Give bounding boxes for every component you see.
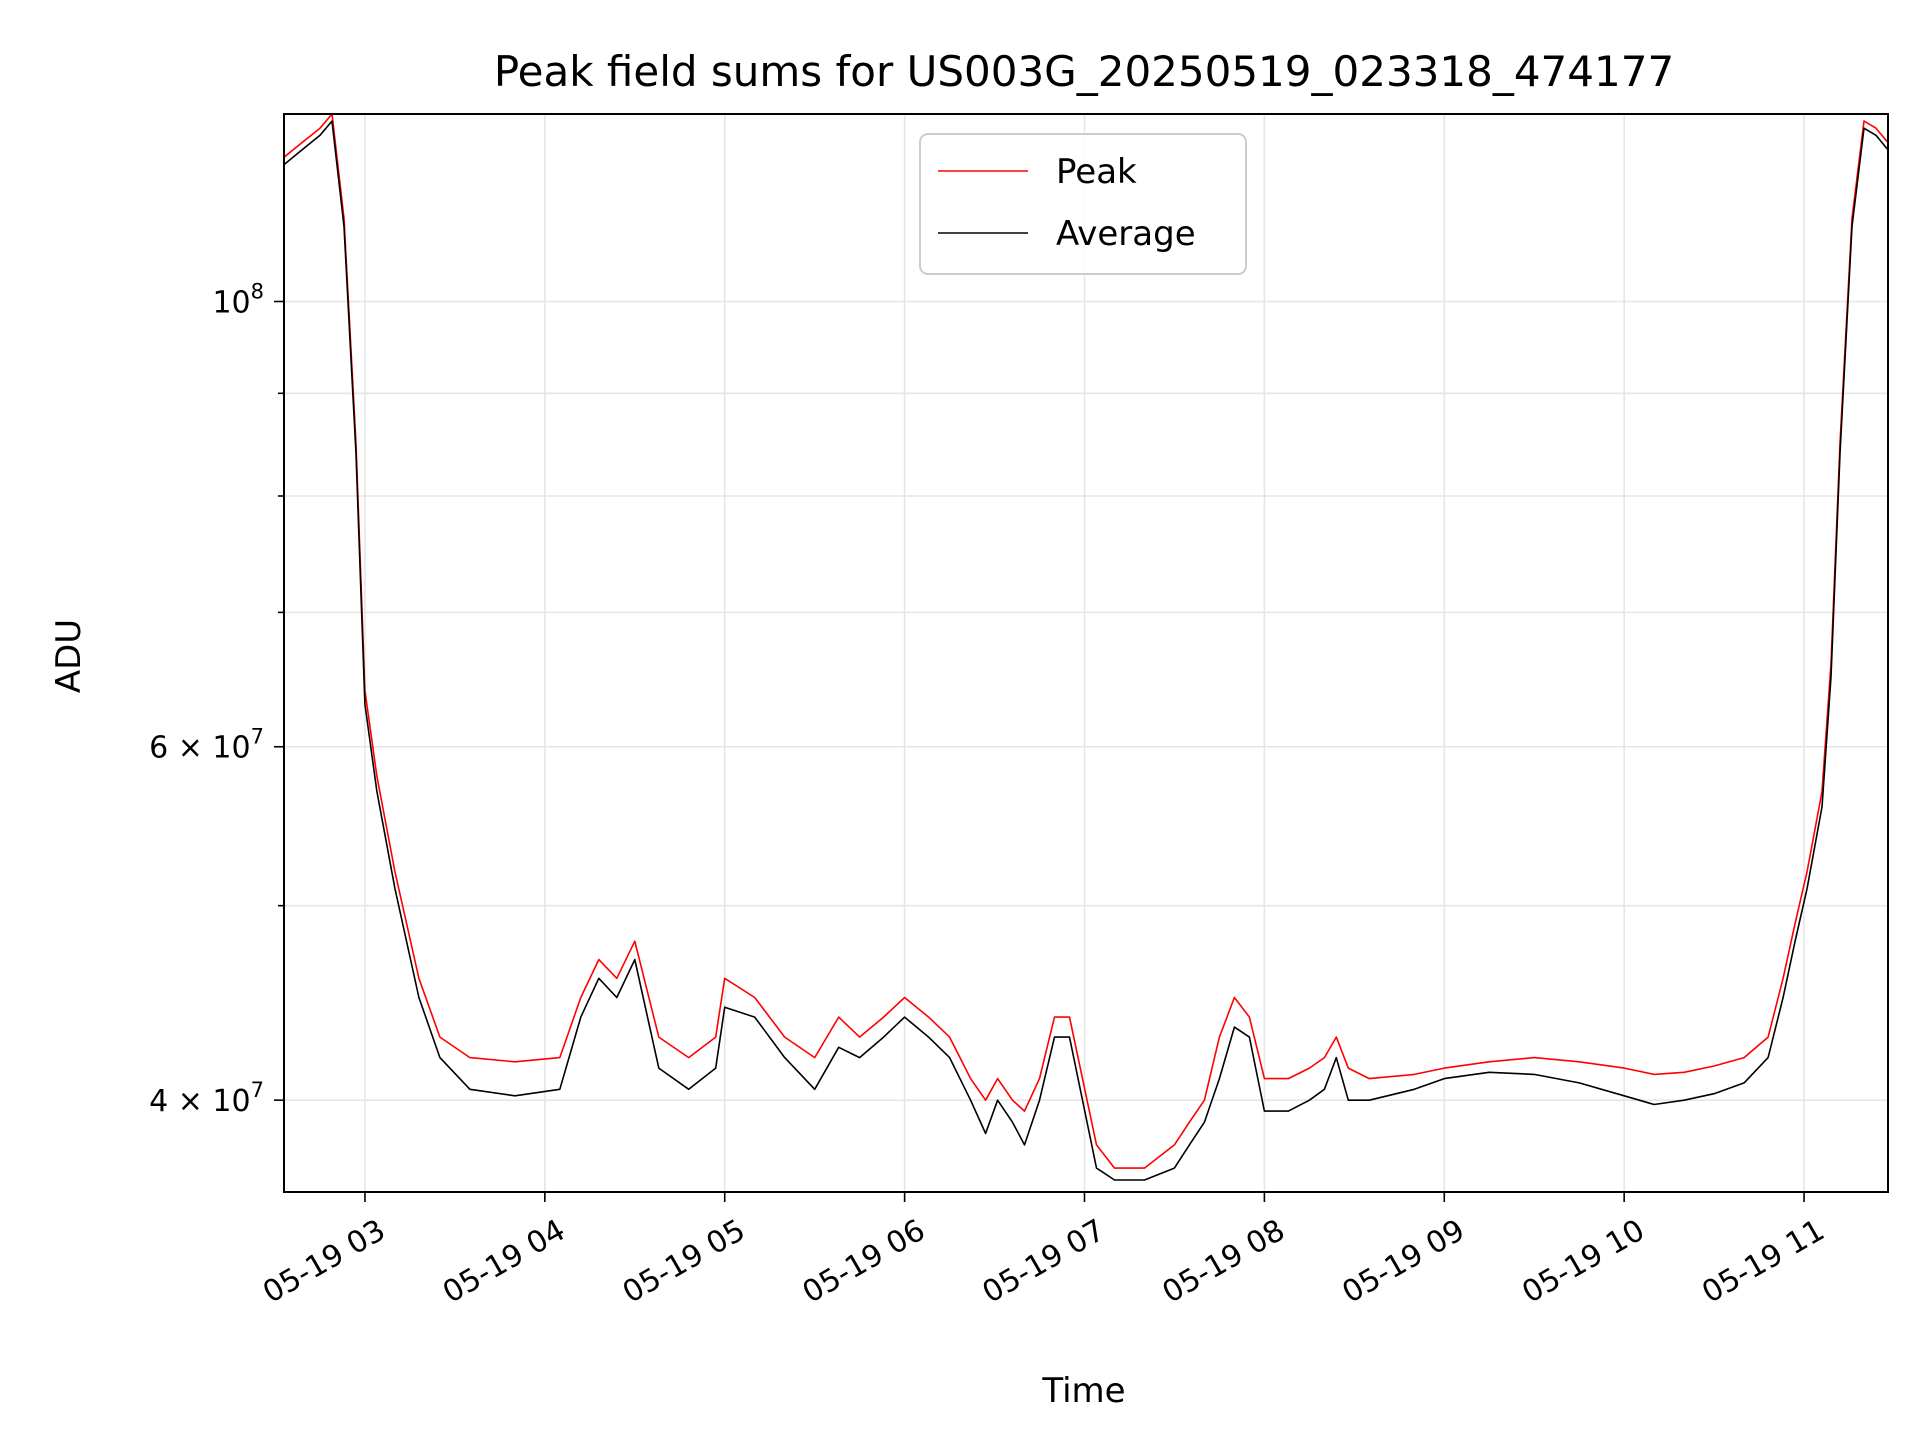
x-tick-label: 05-19 08	[1157, 1213, 1291, 1311]
series-line-average	[284, 120, 1888, 1181]
x-tick-label: 05-19 11	[1696, 1213, 1830, 1311]
grid-layer	[284, 114, 1888, 1192]
x-tick-label: 05-19 07	[977, 1213, 1111, 1311]
legend-label-peak: Peak	[1056, 152, 1137, 192]
chart-title: Peak field sums for US003G_20250519_0233…	[494, 47, 1674, 96]
x-tick-label: 05-19 10	[1516, 1213, 1650, 1311]
y-tick-label: 6 × 107	[149, 725, 264, 766]
legend-label-average: Average	[1056, 214, 1196, 254]
x-tick-label: 05-19 04	[437, 1213, 571, 1311]
tick-layer: 05-19 03 05-19 04 05-19 05 05-19 06 05-19 07…	[149, 279, 1830, 1310]
series-layer	[284, 114, 1888, 1181]
x-axis-label: Time	[1041, 1371, 1125, 1411]
legend: Peak Average	[919, 133, 1247, 275]
y-tick-label: 4 × 107	[149, 1078, 264, 1119]
y-tick-label: 108	[212, 279, 264, 320]
plot-frame	[283, 113, 1889, 1193]
legend-box	[919, 133, 1247, 275]
x-tick-label: 05-19 09	[1336, 1213, 1470, 1311]
x-tick-label: 05-19 06	[797, 1213, 931, 1311]
x-tick-label: 05-19 03	[257, 1213, 391, 1311]
series-line-peak	[284, 114, 1888, 1169]
x-tick-label: 05-19 05	[617, 1213, 751, 1311]
y-axis-label: ADU	[49, 619, 89, 693]
